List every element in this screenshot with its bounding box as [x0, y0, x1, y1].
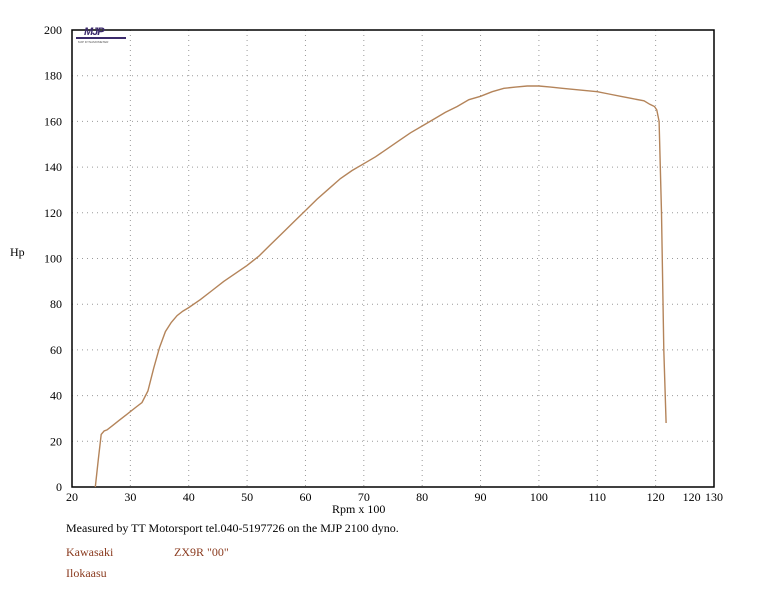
plot-frame	[71, 29, 715, 488]
x-tick-label: 100	[530, 490, 548, 504]
y-tick-label: 140	[44, 160, 62, 174]
vehicle-make: Kawasaki	[66, 545, 114, 559]
y-tick-label: 20	[50, 434, 62, 448]
x-tick-label: 130	[705, 490, 723, 504]
logo-subtext: MJP DYNAMOMETER	[78, 40, 109, 44]
hp-series-line	[94, 85, 667, 488]
mjp-logo: MJP MJP DYNAMOMETER	[76, 26, 130, 46]
x-tick-label: 80	[416, 490, 428, 504]
measurement-note: Measured by TT Motorsport tel.040-519772…	[66, 521, 399, 535]
x-tick-label: 50	[241, 490, 253, 504]
logo-underline	[76, 37, 126, 39]
y-axis-title: Hp	[10, 245, 25, 259]
x-tick-label: 120	[647, 490, 665, 504]
x-tick-label: 20	[66, 490, 78, 504]
vehicle-owner: Ilokaasu	[66, 566, 107, 580]
y-tick-label: 60	[50, 343, 62, 357]
x-tick-label: 30	[124, 490, 136, 504]
y-tick-label: 0	[56, 480, 62, 494]
x-tick-labels: 20 30 40 50 60 70 80 90 100 110 120 130 120	[66, 490, 723, 504]
x-tick-label: 90	[475, 490, 487, 504]
y-tick-label: 200	[44, 23, 62, 37]
y-tick-label: 180	[44, 69, 62, 83]
x-tick-label: 110	[588, 490, 606, 504]
vehicle-model: ZX9R "00"	[174, 545, 229, 559]
x-tick-label: 60	[299, 490, 311, 504]
x-tick-label: 40	[183, 490, 195, 504]
x-axis-title: Rpm x 100	[332, 502, 385, 516]
y-tick-label: 80	[50, 297, 62, 311]
x-tick-label-extra: 120	[683, 490, 701, 504]
grid	[72, 30, 714, 487]
logo-mark: MJP	[84, 26, 105, 38]
y-tick-label: 160	[44, 114, 62, 128]
x-tick-label: 70	[358, 490, 370, 504]
y-tick-labels: 0 20 40 60 80 100 120 140 160 180 200	[44, 23, 62, 494]
y-tick-label: 120	[44, 206, 62, 220]
y-tick-label: 100	[44, 252, 62, 266]
y-tick-label: 40	[50, 389, 62, 403]
